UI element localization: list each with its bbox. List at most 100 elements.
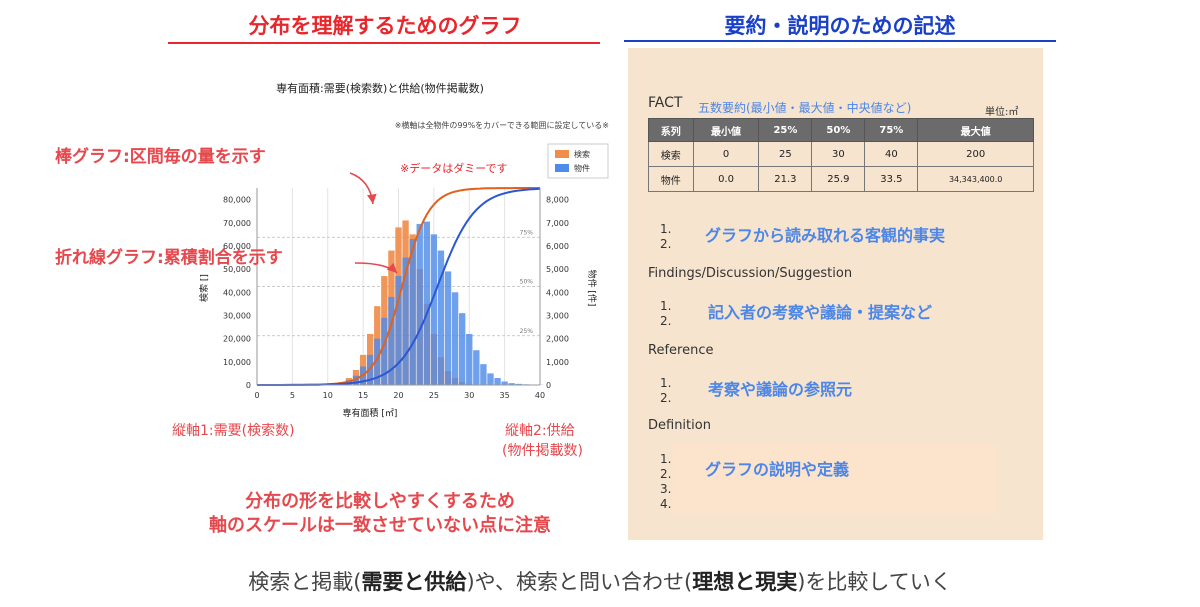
y-axis-right-label: 物件 [件] <box>586 270 598 307</box>
chart-subtitle: ※横軸は全物件の99%をカバーできる範囲に設定している※ <box>395 120 609 130</box>
y-left-tick-label: 10,000 <box>223 358 251 367</box>
histogram-bar <box>395 276 402 385</box>
definition-label: Definition <box>648 418 711 433</box>
list-item: 4. <box>660 497 672 511</box>
histogram-bar <box>451 292 459 385</box>
histogram-bar <box>494 378 501 385</box>
histogram-bar <box>388 296 395 385</box>
left-section-title: 分布を理解するためのグラフ <box>248 14 522 38</box>
table-cell: 21.3 <box>758 166 813 192</box>
histogram-bar <box>444 271 452 385</box>
table-cell: 0 <box>692 141 760 167</box>
table-header-row: 系列 最小値 25% 50% 75% 最大値 <box>648 118 1034 142</box>
table-cell: 25.9 <box>811 166 866 192</box>
five-number-summary-table: 系列 最小値 25% 50% 75% 最大値 検索 0 25 30 40 200… <box>648 118 1034 192</box>
histogram-bar <box>508 383 515 385</box>
chart-legend: 検索 物件 <box>547 143 609 179</box>
x-tick-label: 10 <box>323 391 333 400</box>
legend-box <box>547 143 609 179</box>
right-title-underline <box>624 40 1056 42</box>
findings-list: 1. 2. <box>660 299 671 329</box>
dummy-data-note: ※データはダミーです <box>400 162 508 175</box>
y-right-tick-label: 6,000 <box>546 242 569 251</box>
histogram-bar <box>480 364 487 385</box>
list-item: 1. <box>660 376 672 390</box>
table-cell: 25 <box>758 141 813 167</box>
findings-note: 記入者の考察や議論・提案など <box>708 303 933 322</box>
y-left-tick-label: 70,000 <box>223 219 251 228</box>
y-left-tick-label: 40,000 <box>223 288 251 297</box>
legend-swatch-search <box>555 150 569 158</box>
x-tick-label: 25 <box>429 391 439 400</box>
table-cell: 0.0 <box>692 166 760 192</box>
y-left-tick-label: 20,000 <box>223 335 251 344</box>
x-axis-label: 専有面積 [㎡] <box>343 407 398 419</box>
y-axis-left-label: 検索 [] <box>198 274 210 302</box>
table-header-cell: 最大値 <box>917 118 1034 142</box>
percent-line-label: 50% <box>520 279 534 286</box>
chart-title: 専有面積:需要(検索数)と供給(物件掲載数) <box>276 81 484 95</box>
caption-part: 検索と掲載( <box>248 570 362 594</box>
line-note-arrow <box>354 262 398 274</box>
caption-part: )を比較していく <box>797 570 952 594</box>
table-row: 物件 0.0 21.3 25.9 33.5 34,343,400.0 <box>648 166 1034 192</box>
fact-unit: 単位:㎡ <box>985 107 1019 118</box>
findings-label: Findings/Discussion/Suggestion <box>648 266 853 281</box>
list-item: 1. <box>660 299 672 313</box>
histogram-bar <box>352 375 360 385</box>
histogram-bar <box>458 313 466 385</box>
bar-graph-note: 棒グラフ:区間毎の量を示す <box>55 147 266 167</box>
left-title-underline <box>168 42 600 44</box>
table-cell: 検索 <box>648 141 694 167</box>
histogram-bar <box>515 383 522 385</box>
table-header-cell: 系列 <box>648 118 694 142</box>
percent-line-label: 25% <box>520 328 534 335</box>
definition-list: 1. 2. 3. 4. <box>660 452 671 512</box>
histogram-bar <box>466 334 473 385</box>
x-tick-label: 15 <box>358 391 368 400</box>
table-header-cell: 最小値 <box>692 118 760 142</box>
reference-list: 1. 2. <box>660 376 671 406</box>
table-cell: 30 <box>811 141 866 167</box>
table-cell: 33.5 <box>864 166 919 192</box>
percent-line-label: 75% <box>520 229 534 236</box>
table-cell: 200 <box>917 141 1034 167</box>
list-item: 2. <box>660 467 672 481</box>
y-right-tick-label: 5,000 <box>546 265 569 274</box>
y-right-tick-label: 4,000 <box>546 288 569 297</box>
definition-highlight <box>672 444 997 514</box>
y-right-tick-label: 7,000 <box>546 219 569 228</box>
y-left-tick-label: 80,000 <box>223 196 251 205</box>
y-right-tick-label: 0 <box>546 381 551 390</box>
definition-note: グラフの説明や定義 <box>705 460 850 479</box>
histogram-bar <box>402 257 409 385</box>
reference-label: Reference <box>648 343 714 358</box>
legend-label-listing: 物件 <box>574 163 590 173</box>
caption-emphasis: 理想と現実 <box>692 570 798 594</box>
fact-list: 1. 2. <box>660 222 671 252</box>
y-right-tick-label: 8,000 <box>546 196 569 205</box>
table-header-cell: 25% <box>758 118 813 142</box>
reference-note: 考察や議論の参照元 <box>708 380 853 399</box>
histogram-bar <box>430 234 438 385</box>
histogram-bar <box>409 238 416 385</box>
histogram-bar <box>501 381 508 385</box>
caption-part: )や、検索と問い合わせ( <box>466 570 693 594</box>
axis2-note-line1: 縦軸2:供給 <box>505 423 575 439</box>
x-tick-label: 35 <box>500 391 510 400</box>
histogram-bar <box>416 223 423 385</box>
x-tick-label: 0 <box>254 391 259 400</box>
x-tick-label: 5 <box>290 391 295 400</box>
list-item: 2. <box>660 391 672 405</box>
fact-label: FACT <box>648 95 683 111</box>
bar-note-arrow <box>349 172 377 205</box>
histogram-bar <box>374 338 381 385</box>
histogram-bar <box>381 317 388 385</box>
fact-list-note: グラフから読み取れる客観的事実 <box>705 226 946 245</box>
list-item: 2. <box>660 237 672 251</box>
y-right-tick-label: 3,000 <box>546 311 569 320</box>
x-tick-label: 20 <box>393 391 403 400</box>
distribution-chart: 専有面積:需要(検索数)と供給(物件掲載数) ※横軸は全物件の99%をカバーでき… <box>198 81 609 419</box>
list-item: 1. <box>660 452 672 466</box>
list-item: 3. <box>660 482 672 496</box>
